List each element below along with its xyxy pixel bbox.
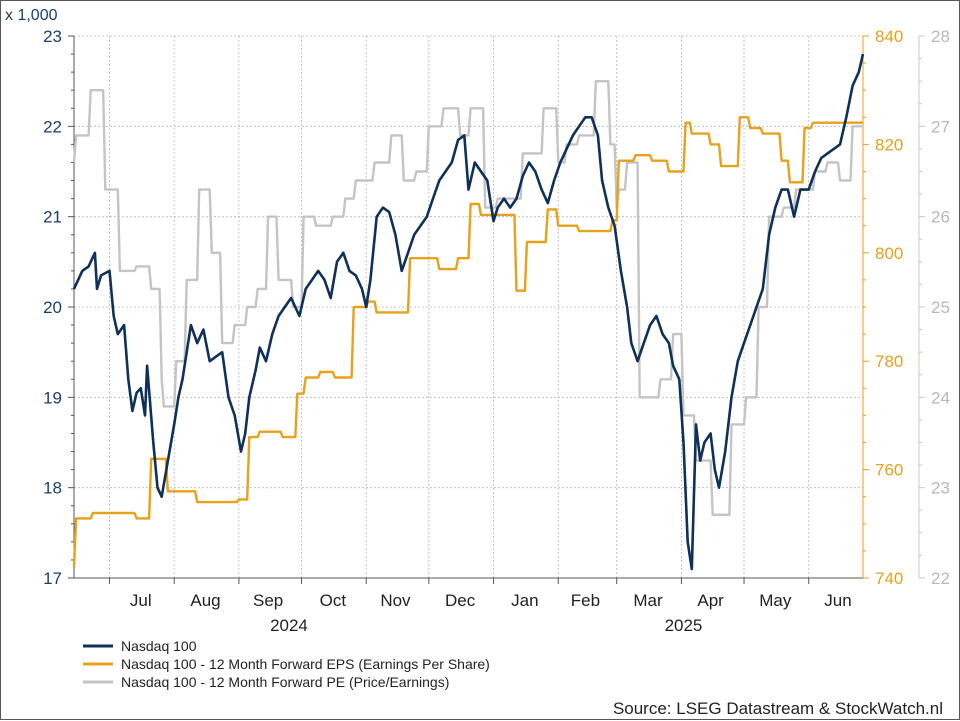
x-month-label: Apr [697,591,724,610]
y-left-tick-label: 22 [43,117,62,136]
y-left-multiplier: x 1,000 [5,7,58,24]
x-month-label: Dec [445,591,476,610]
legend-label-eps: Nasdaq 100 - 12 Month Forward EPS (Earni… [121,656,490,672]
source-note: Source: LSEG Datastream & StockWatch.nl [613,699,943,718]
x-year-label: 2024 [270,616,308,635]
x-month-label: May [759,591,792,610]
legend: Nasdaq 100 Nasdaq 100 - 12 Month Forward… [83,638,490,690]
x-month-label: Sep [253,591,283,610]
series-line-nasdaq-100 [72,53,865,571]
y-right1-tick-label: 840 [875,27,903,46]
y-right1-tick-label: 800 [875,244,903,263]
x-month-label: Feb [571,591,600,610]
x-month-label: Nov [380,591,411,610]
y-right2-tick-label: 23 [931,479,950,498]
legend-label-pe: Nasdaq 100 - 12 Month Forward PE (Price/… [121,674,449,690]
y-right1-tick-label: 820 [875,135,903,154]
x-month-label: Mar [633,591,663,610]
y-left-tick-label: 17 [43,569,62,588]
tick-labels: 17 18 19 20 21 22 23 740 760 780 800 820 840 22 23 24 25… [43,27,950,635]
y-right1-tick-label: 740 [875,569,903,588]
legend-label-nasdaq: Nasdaq 100 [121,638,197,654]
y-right2-tick-label: 28 [931,27,950,46]
y-right1-tick-label: 760 [875,461,903,480]
y-left-tick-label: 20 [43,298,62,317]
y-right2-tick-label: 25 [931,298,950,317]
x-month-label: Jul [130,591,152,610]
y-left-tick-label: 19 [43,388,62,407]
y-left-tick-label: 23 [43,27,62,46]
y-right2-tick-label: 27 [931,117,950,136]
y-left-tick-label: 21 [43,208,62,227]
x-month-label: Jun [824,591,851,610]
x-month-label: Oct [320,591,347,610]
x-month-label: Jan [511,591,538,610]
series-line-forward-pe [72,80,863,516]
series-line-forward-eps [72,116,863,568]
x-year-label: 2025 [665,616,703,635]
y-left-tick-label: 18 [43,479,62,498]
y-right2-tick-label: 24 [931,388,950,407]
y-right2-tick-label: 22 [931,569,950,588]
series-lines [72,53,865,571]
y-right2-tick-label: 26 [931,208,950,227]
x-month-label: Aug [190,591,220,610]
y-right1-tick-label: 780 [875,352,903,371]
